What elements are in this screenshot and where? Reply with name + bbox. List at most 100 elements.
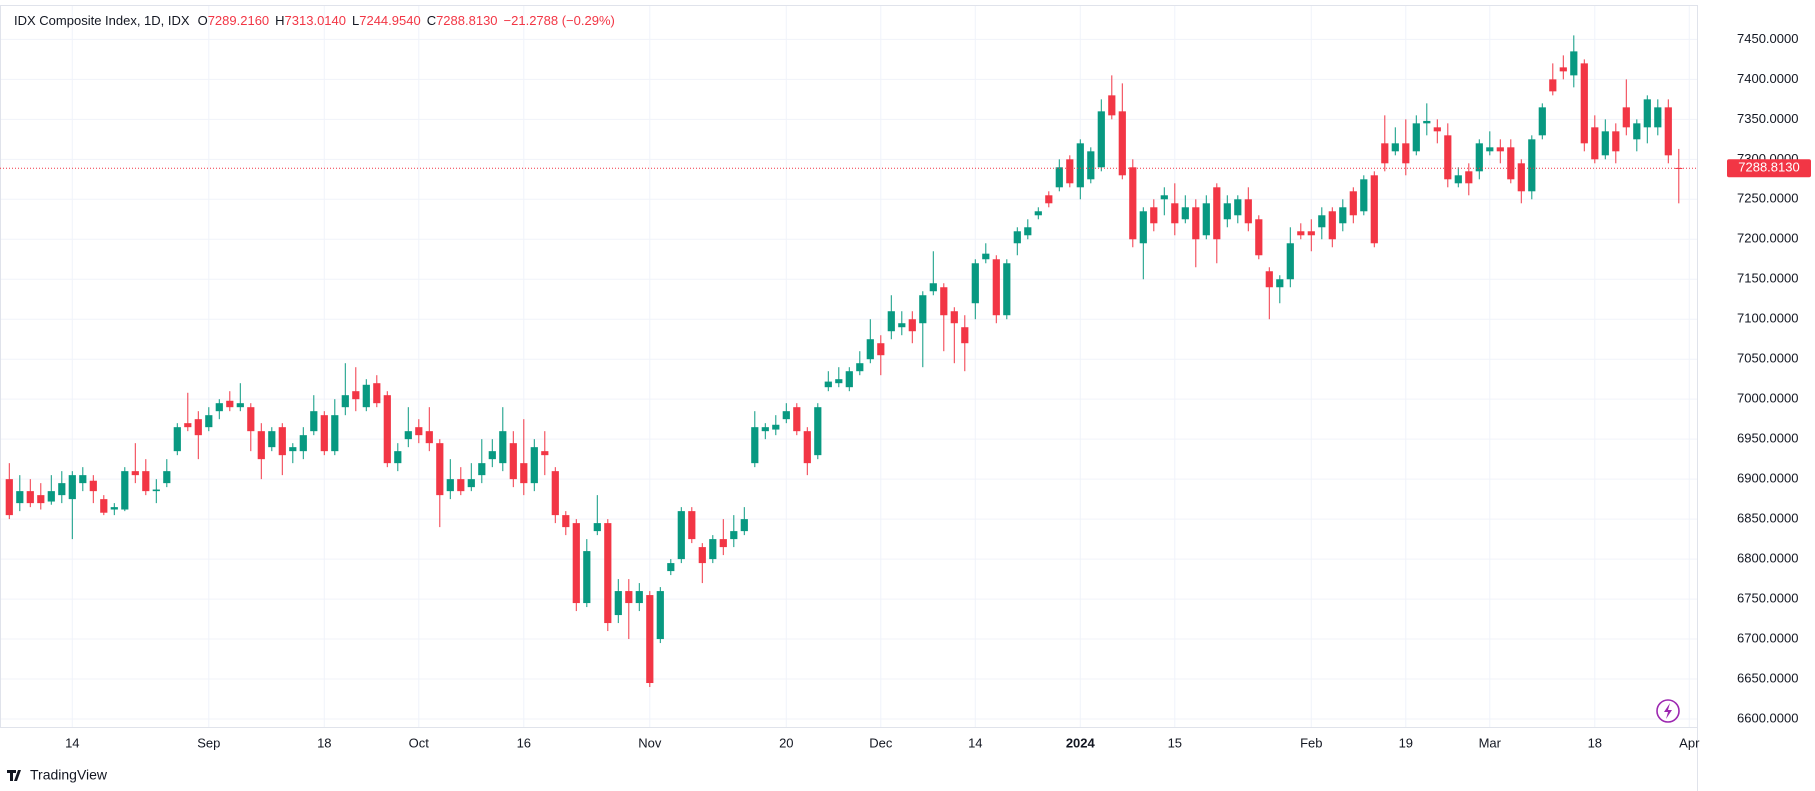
- candle-body: [310, 411, 318, 432]
- candle-body: [1339, 207, 1347, 224]
- candle-body: [1444, 135, 1452, 180]
- candle-body: [824, 381, 832, 388]
- candle-body: [740, 519, 748, 532]
- candle-body: [593, 523, 601, 532]
- candle-body: [1213, 187, 1221, 240]
- candle-body: [908, 319, 916, 332]
- candle-body: [1507, 147, 1515, 180]
- brand-name[interactable]: TradingView: [30, 767, 108, 783]
- candle-body: [688, 511, 696, 540]
- candle-body: [1034, 211, 1042, 216]
- candle-body: [898, 323, 906, 328]
- candle-body: [1087, 151, 1095, 180]
- alert-bolt[interactable]: [1664, 703, 1672, 719]
- candle-body: [467, 479, 475, 488]
- candle-body: [635, 591, 643, 604]
- candle-body: [572, 523, 580, 604]
- y-tick-label: 7350.0000: [1737, 111, 1798, 126]
- candle-body: [100, 499, 108, 513]
- candle-body: [247, 407, 255, 432]
- candle-body: [131, 471, 139, 476]
- x-tick-label: 19: [1399, 735, 1413, 750]
- y-tick-label: 7400.0000: [1737, 71, 1798, 86]
- candle-body: [299, 435, 307, 452]
- candle-body: [1381, 143, 1389, 164]
- candle-body: [541, 451, 549, 456]
- candle-body: [971, 263, 979, 304]
- candle-body: [835, 379, 843, 384]
- candle-body: [268, 431, 276, 448]
- candle-body: [1297, 231, 1305, 236]
- candle-body: [142, 471, 150, 492]
- candle-body: [415, 427, 423, 436]
- y-tick-label: 6750.0000: [1737, 591, 1798, 606]
- legend-value: 7289.2160: [208, 13, 269, 28]
- candle-body: [1171, 203, 1179, 224]
- candle-body: [352, 391, 360, 400]
- candle-body: [1066, 159, 1074, 184]
- brand[interactable]: TradingView: [7, 767, 108, 783]
- y-tick-label: 7000.0000: [1737, 391, 1798, 406]
- y-tick-label: 6850.0000: [1737, 511, 1798, 526]
- candle-body: [1496, 147, 1504, 152]
- legend-key: H: [275, 13, 284, 28]
- candle-body: [782, 411, 790, 420]
- candle-body: [205, 415, 213, 428]
- candle-body: [1024, 227, 1032, 236]
- candle-body: [1465, 171, 1473, 184]
- candle-body: [761, 427, 769, 432]
- y-tick-label: 6700.0000: [1737, 630, 1798, 645]
- candle-body: [1675, 167, 1683, 169]
- candle-body: [58, 483, 66, 496]
- candle-body: [887, 311, 895, 332]
- candle-body: [646, 595, 654, 684]
- candle-body: [163, 471, 171, 484]
- candle-body: [1591, 127, 1599, 160]
- candle-body: [121, 471, 129, 510]
- y-tick-label: 7050.0000: [1737, 351, 1798, 366]
- candle-body: [677, 511, 685, 560]
- candle-body: [1181, 207, 1189, 220]
- candle-body: [1391, 143, 1399, 152]
- x-tick-label: 20: [779, 735, 793, 750]
- candle-body: [656, 591, 664, 640]
- candle-body: [1433, 127, 1441, 132]
- x-tick-label: 14: [65, 735, 79, 750]
- candle-body: [803, 431, 811, 464]
- candle-body: [26, 491, 34, 504]
- alert-icon[interactable]: [1656, 699, 1680, 723]
- y-tick-label: 6650.0000: [1737, 670, 1798, 685]
- candle-body: [394, 451, 402, 464]
- x-tick-label: 2024: [1066, 735, 1096, 750]
- candle-body: [1538, 107, 1546, 136]
- x-tick-label: 14: [968, 735, 982, 750]
- y-tick-label: 6600.0000: [1737, 710, 1798, 725]
- brand-logo[interactable]: [7, 770, 21, 781]
- legend-key: O: [198, 13, 208, 28]
- candle-body: [478, 463, 486, 476]
- candle-body: [1601, 131, 1609, 156]
- candle-body: [488, 451, 496, 460]
- candle-body: [1097, 111, 1105, 168]
- x-tick-label: Sep: [197, 735, 220, 750]
- y-tick-label: 6950.0000: [1737, 431, 1798, 446]
- x-tick-label: 15: [1168, 735, 1182, 750]
- y-tick-label: 7150.0000: [1737, 271, 1798, 286]
- candle-body: [1234, 199, 1242, 216]
- candle-body: [1265, 271, 1273, 288]
- candle-body: [1370, 175, 1378, 244]
- candle-body: [37, 495, 45, 504]
- candle-body: [1202, 203, 1210, 236]
- candle-body: [173, 427, 181, 452]
- candle-body: [709, 539, 717, 560]
- x-tick-label: Mar: [1479, 735, 1502, 750]
- candle-body: [320, 415, 328, 452]
- legend-title: IDX Composite Index, 1D, IDX: [14, 13, 190, 28]
- x-tick-label: Nov: [638, 735, 662, 750]
- y-tick-label: 7200.0000: [1737, 231, 1798, 246]
- candle-body: [436, 443, 444, 496]
- candle-body: [89, 480, 97, 492]
- y-tick-label: 6900.0000: [1737, 471, 1798, 486]
- candle-body: [856, 363, 864, 372]
